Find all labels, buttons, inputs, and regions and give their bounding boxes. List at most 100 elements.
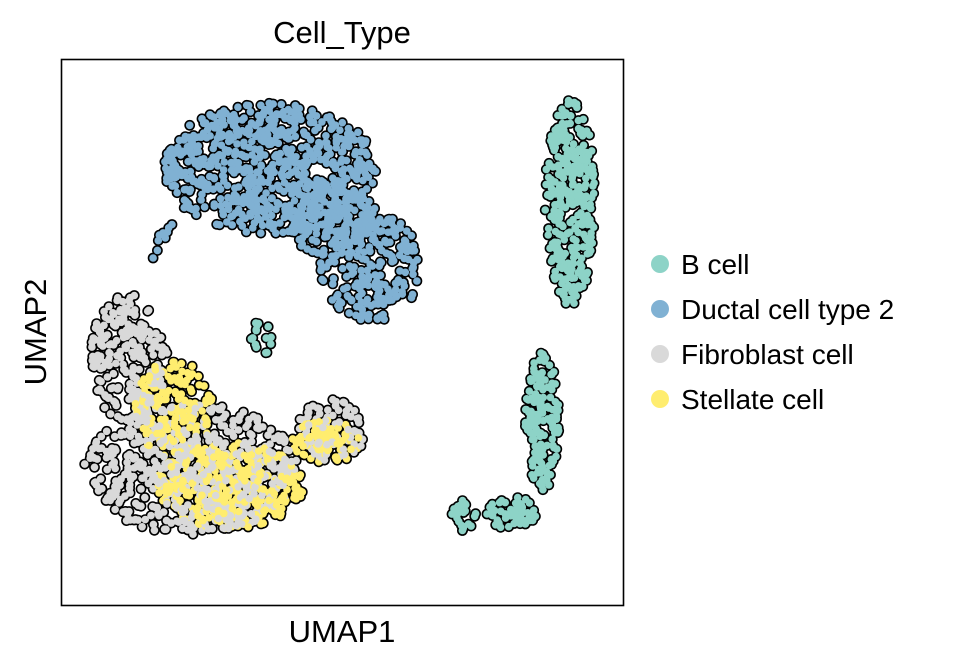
- data-point: [401, 268, 410, 277]
- data-point: [220, 158, 229, 166]
- data-point: [161, 158, 169, 166]
- data-point: [273, 199, 282, 207]
- data-point: [194, 503, 202, 512]
- data-point: [264, 431, 272, 440]
- data-point: [569, 215, 577, 224]
- data-point: [162, 174, 171, 182]
- data-point: [382, 239, 391, 247]
- data-point: [338, 264, 347, 273]
- data-point: [257, 162, 266, 170]
- data-point: [291, 484, 299, 493]
- data-point: [244, 101, 253, 110]
- data-point: [317, 266, 325, 275]
- data-point: [345, 309, 354, 317]
- data-point: [577, 219, 586, 227]
- data-point: [248, 137, 256, 146]
- data-point: [242, 423, 250, 432]
- data-point: [564, 100, 573, 108]
- data-point: [315, 410, 324, 418]
- data-point: [89, 445, 97, 453]
- data-point: [528, 509, 536, 518]
- data-point: [113, 384, 122, 393]
- data-point: [527, 377, 535, 386]
- scatter-points: [79, 95, 600, 540]
- data-point: [330, 252, 339, 260]
- data-point: [111, 505, 119, 514]
- data-point: [167, 152, 176, 160]
- data-point: [407, 231, 416, 240]
- data-point: [291, 132, 300, 141]
- data-point: [332, 143, 341, 152]
- data-point: [538, 476, 546, 484]
- data-point: [197, 196, 205, 204]
- data-point: [314, 123, 323, 132]
- data-point: [209, 113, 218, 121]
- data-point: [162, 422, 171, 431]
- data-point: [249, 224, 257, 232]
- data-point: [110, 432, 119, 441]
- data-point: [234, 103, 242, 111]
- data-point: [185, 121, 194, 130]
- data-point: [391, 285, 400, 294]
- data-point: [403, 227, 411, 235]
- data-point: [267, 211, 276, 220]
- data-point: [565, 188, 574, 196]
- data-point: [279, 481, 287, 490]
- data-point: [542, 165, 551, 174]
- data-point: [171, 502, 180, 510]
- data-point: [574, 116, 583, 125]
- data-point: [150, 526, 159, 535]
- data-point: [198, 454, 206, 463]
- data-point: [309, 110, 317, 119]
- data-point: [151, 337, 160, 346]
- data-point: [147, 345, 156, 353]
- data-point: [272, 205, 280, 213]
- data-point: [223, 218, 231, 226]
- data-point: [553, 238, 562, 247]
- data-point: [576, 155, 584, 164]
- data-point: [139, 424, 148, 433]
- data-point: [544, 224, 553, 233]
- data-point: [187, 513, 196, 522]
- data-point: [234, 426, 243, 434]
- data-point: [105, 302, 113, 311]
- data-point: [310, 190, 318, 199]
- data-point: [195, 497, 204, 506]
- data-point: [579, 141, 588, 150]
- data-point: [92, 437, 101, 446]
- data-point: [288, 186, 296, 195]
- data-point: [216, 185, 225, 193]
- data-point: [255, 147, 264, 155]
- data-point: [330, 258, 339, 266]
- data-point: [157, 381, 165, 389]
- data-point: [344, 215, 353, 224]
- data-point: [218, 152, 227, 160]
- data-point: [329, 280, 337, 288]
- data-point: [184, 157, 192, 166]
- data-point: [345, 142, 353, 151]
- data-point: [361, 170, 370, 178]
- data-point: [587, 204, 595, 213]
- data-point: [313, 404, 322, 412]
- data-point: [577, 209, 585, 217]
- data-point: [403, 247, 411, 256]
- data-point: [234, 183, 243, 191]
- data-point: [334, 406, 343, 415]
- data-point: [292, 166, 300, 174]
- data-point: [551, 406, 559, 415]
- data-point: [459, 508, 468, 517]
- data-point: [548, 385, 556, 394]
- data-point: [145, 336, 154, 344]
- data-point: [368, 179, 377, 187]
- data-point: [545, 404, 553, 412]
- plot-title: Cell_Type: [273, 15, 411, 50]
- data-point: [184, 406, 193, 414]
- data-point: [470, 512, 479, 521]
- data-point: [306, 135, 315, 144]
- data-point: [539, 485, 547, 494]
- data-point: [539, 416, 548, 425]
- data-point: [329, 411, 337, 420]
- data-point: [205, 397, 214, 406]
- data-point: [355, 292, 363, 301]
- data-point: [347, 296, 356, 305]
